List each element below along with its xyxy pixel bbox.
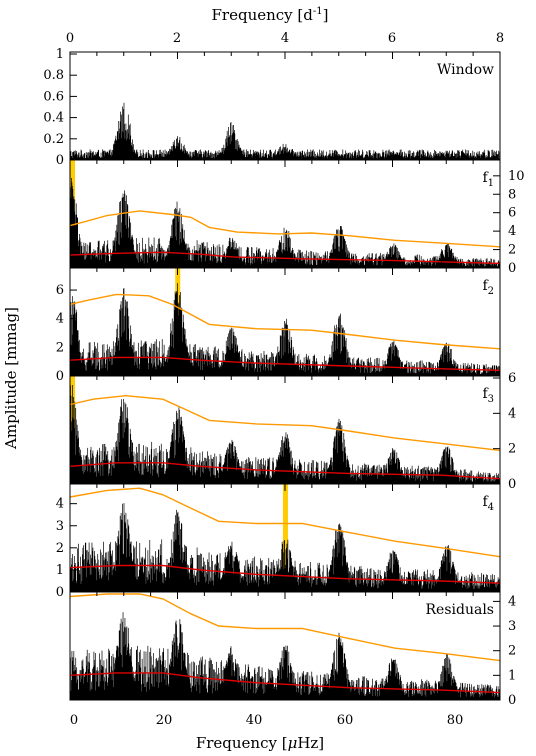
panel-label: f3 [482,386,494,405]
y-tick-label: 4 [508,406,516,421]
panel-label-text: f [482,278,489,294]
top-axis-tick-labels: 0 2 4 6 8 [66,31,504,46]
y-tick-label: 6 [508,371,516,386]
y-tick-label: 4 [56,312,64,327]
y-tick-label: 8 [508,187,516,202]
significance-threshold-series [69,487,501,558]
panel-label: f1 [482,170,494,189]
top-tick-label: 8 [496,31,504,46]
panel-label: f2 [482,278,494,297]
noise-level-series [69,356,501,371]
significance-threshold-series [69,593,501,662]
panel-label-subscript: 3 [488,394,494,405]
extracted-frequency-marker [282,484,288,592]
panel-label-text: f [482,170,489,186]
noise-level-series [69,251,501,265]
bottom-axis-title: Frequency [μHz] [196,734,324,752]
panel-f3: 0 2 4 6 f3 [69,371,516,492]
top-tick-label: 4 [281,31,289,46]
significance-threshold-series [69,394,501,452]
periodogram-series [69,612,501,700]
panel-label: Window [437,62,494,78]
y-tick-label: 4 [56,497,64,512]
y-tick-label: 2 [508,243,516,258]
panel-residuals: 0 1 2 3 4 Residuals [69,591,516,708]
periodogram-series [69,178,501,268]
y-tick-label: 2 [56,340,64,355]
panel-label-subscript: 4 [488,502,494,513]
y-tick-label: 0 [508,477,516,492]
panel-frame [69,51,501,161]
bottom-tick-label: 80 [447,713,464,728]
y-tick-label: 6 [56,283,64,298]
y-tick-label: 2 [56,541,64,556]
y-tick-label: 10 [508,169,525,184]
panel-label: Residuals [426,602,494,618]
bottom-tick-label: 40 [246,713,263,728]
top-axis-title: Frequency [d-1] [212,6,329,24]
panel-label-text: f [482,494,489,510]
bottom-tick-label: 20 [156,713,173,728]
bottom-tick-label: 60 [337,713,354,728]
noise-level-series [69,462,501,480]
top-tick-label: 6 [388,31,396,46]
y-tick-label: 0 [56,153,64,168]
significance-threshold-series [69,210,501,248]
y-tick-label: 0.4 [43,111,64,126]
periodogram-series [69,102,501,160]
noise-level-series [69,672,501,694]
y-tick-label: 0 [508,693,516,708]
y-tick-label: 3 [508,619,516,634]
y-tick-label: 0 [56,585,64,600]
panel-label-subscript: 2 [488,286,494,297]
y-tick-label: 0.8 [43,68,64,83]
panel-label-text: f [482,386,489,402]
y-tick-label: 4 [508,594,516,609]
y-tick-label: 1 [508,668,516,683]
periodogram-series [69,385,501,484]
y-tick-label: 2 [508,644,516,659]
panel-label-subscript: 1 [488,178,494,189]
y-tick-label: 1 [56,47,64,62]
y-tick-label: 4 [508,224,516,239]
y-tick-label: 0 [508,261,516,276]
y-tick-label: 0.2 [43,132,64,147]
bottom-axis-tick-labels: 0 20 40 60 80 [70,713,463,728]
y-tick-label: 1 [56,563,64,578]
y-tick-label: 2 [508,442,516,457]
top-tick-label: 0 [66,31,74,46]
panel-f1: 0 2 4 6 8 10 f1 [69,159,525,276]
panel-label: f4 [482,494,494,513]
bottom-tick-label: 0 [70,713,78,728]
y-tick-label: 3 [56,519,64,534]
y-axis-title: Amplitude [mmag] [2,307,20,450]
significance-threshold-series [69,293,501,350]
panel-window: 0 0.2 0.4 0.6 0.8 1 Window [43,47,501,168]
noise-level-series [69,564,501,584]
y-tick-label: 6 [508,206,516,221]
top-tick-label: 2 [173,31,181,46]
y-tick-label: 0.6 [43,89,64,104]
y-tick-label: 0 [56,369,64,384]
